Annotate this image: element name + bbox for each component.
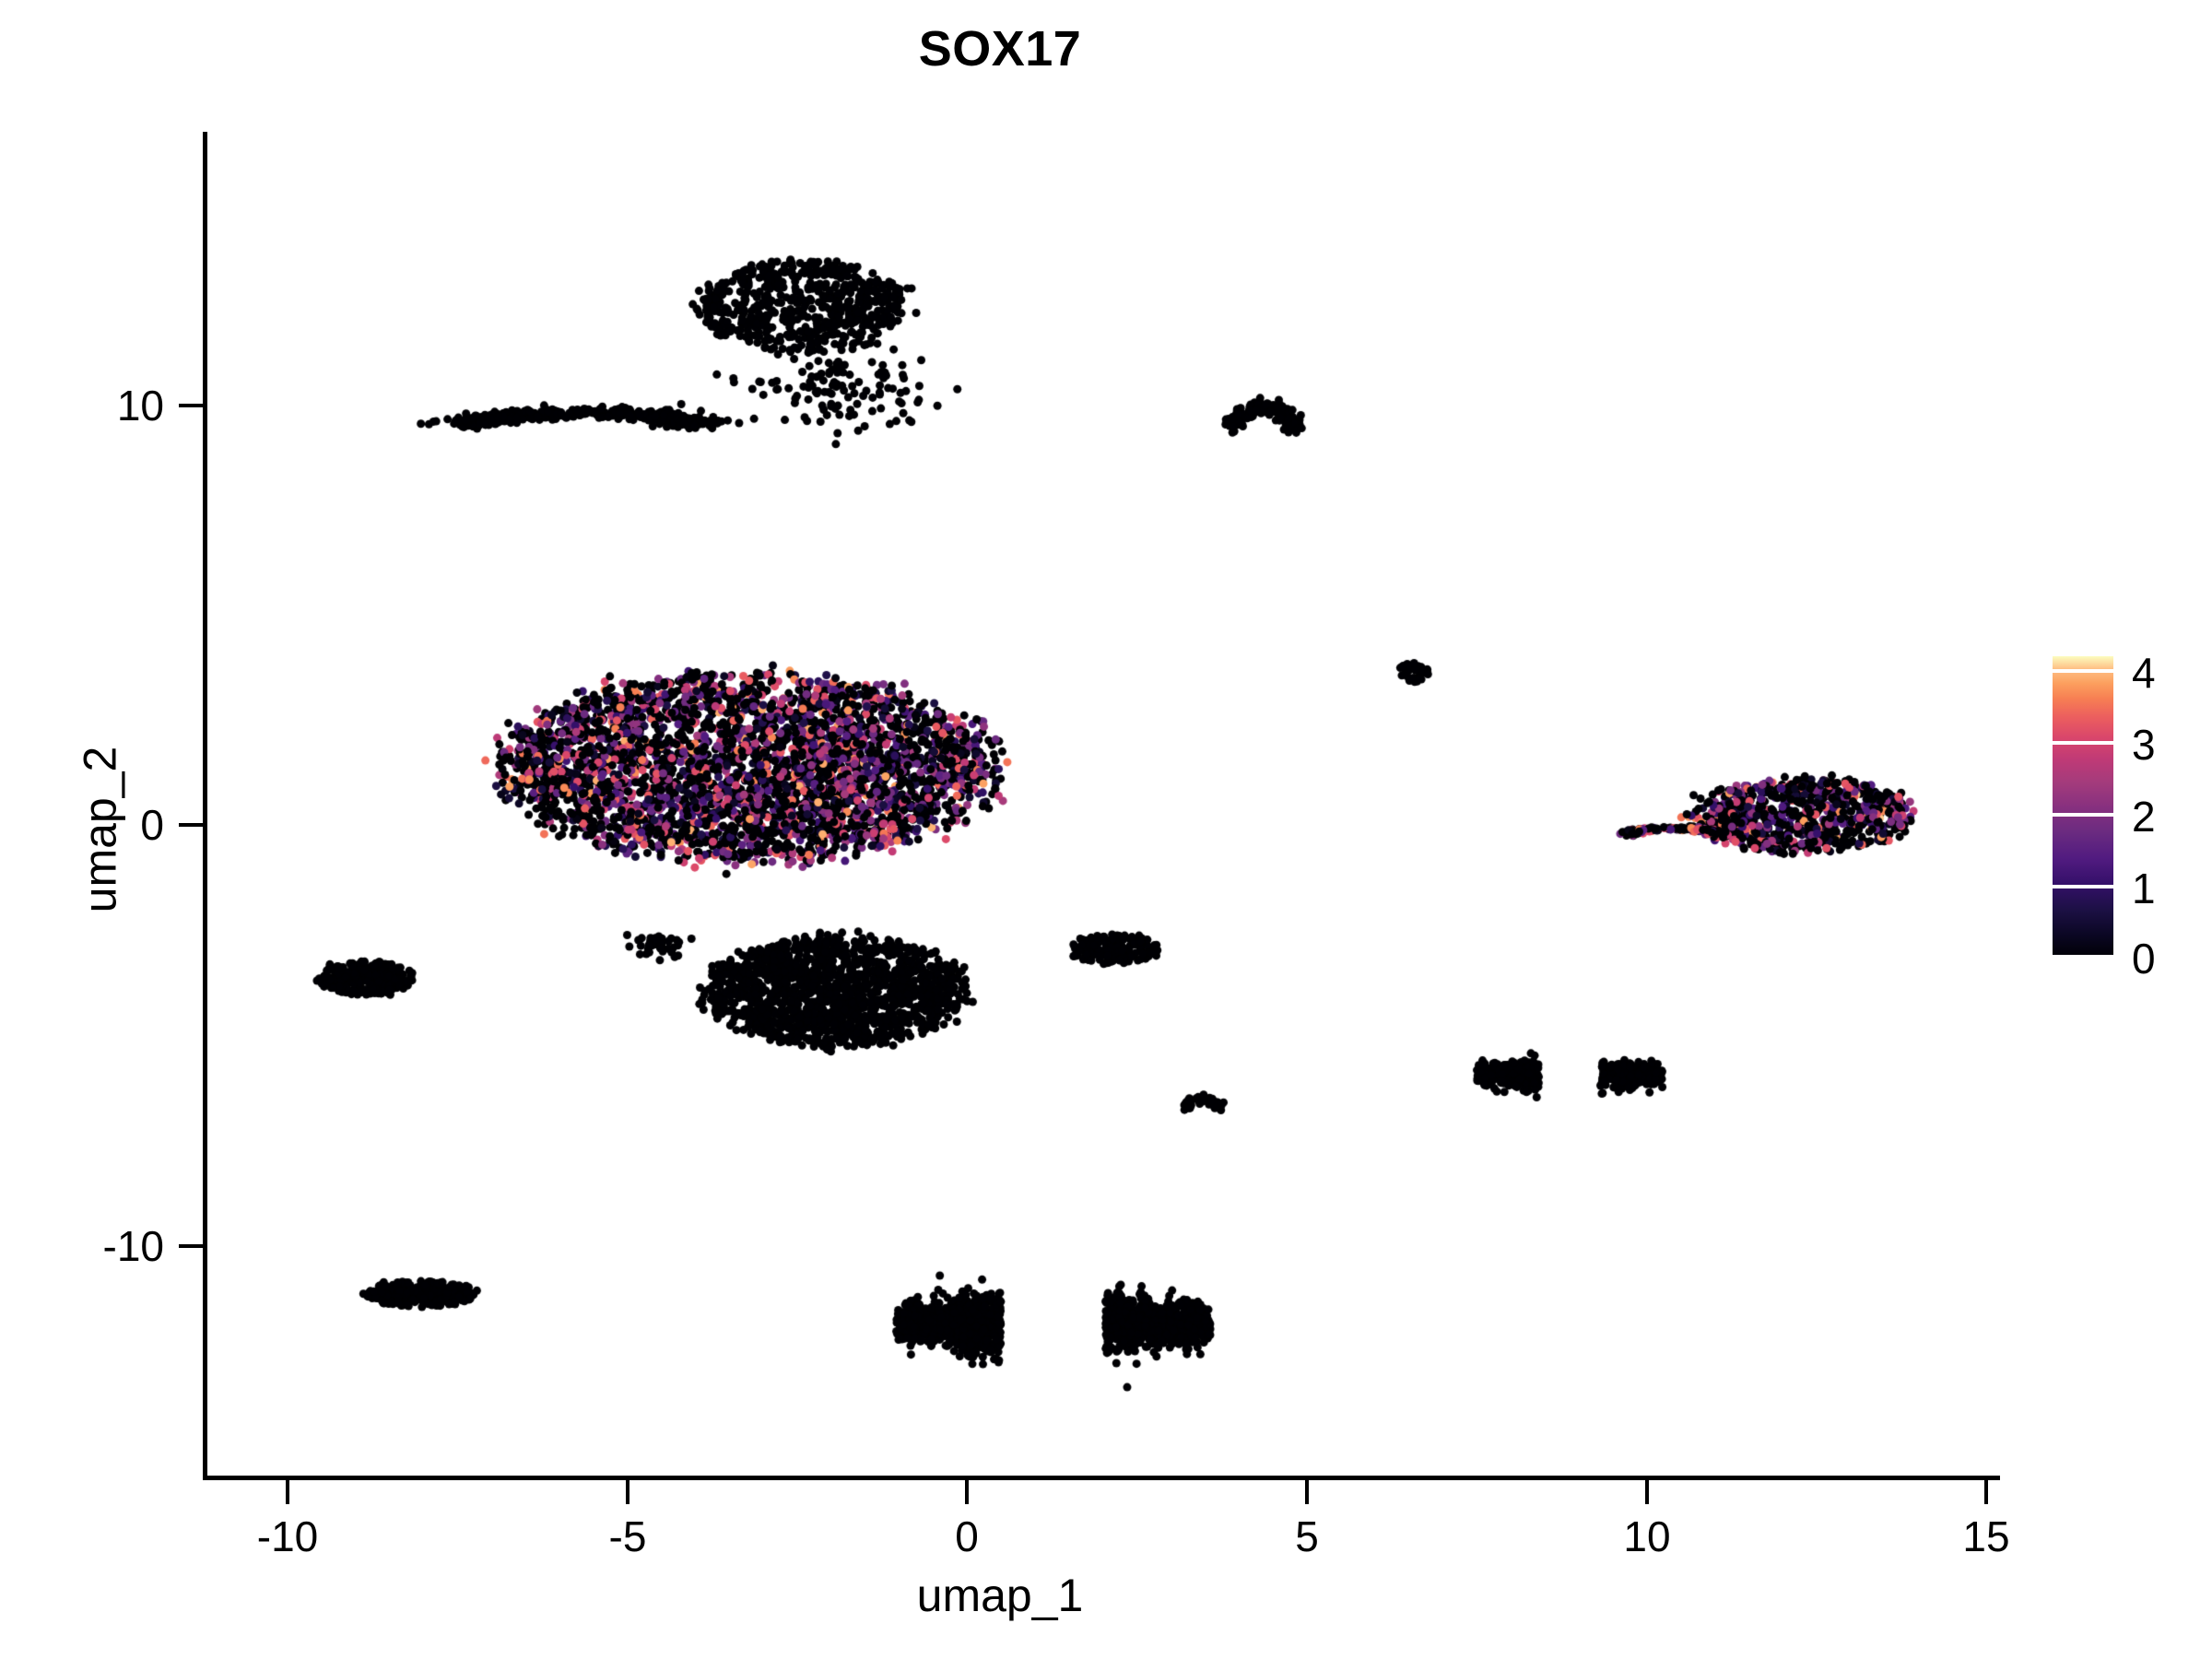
x-tick-mark xyxy=(965,1480,969,1504)
colorbar-tick-label: 4 xyxy=(2132,649,2156,697)
colorbar-legend: 4 3 2 1 0 xyxy=(2053,649,2191,982)
x-tick-mark xyxy=(1645,1480,1649,1504)
colorbar-tick-mark xyxy=(2053,813,2113,817)
x-tick-label: 15 xyxy=(1962,1512,2010,1560)
page-title: SOX17 xyxy=(918,21,1082,76)
colorbar-tick-mark xyxy=(2053,955,2113,959)
x-axis-label: umap_1 xyxy=(916,1570,1084,1621)
x-axis-line xyxy=(203,1476,2000,1480)
colorbar-tick-label: 3 xyxy=(2132,721,2156,769)
y-tick-mark xyxy=(179,1244,203,1248)
colorbar-tick-label: 2 xyxy=(2132,793,2156,841)
y-tick-label: 0 xyxy=(140,801,164,849)
colorbar-tick-label: 0 xyxy=(2132,935,2156,982)
x-tick-mark xyxy=(1984,1480,1988,1504)
y-tick-label: -10 xyxy=(102,1222,164,1270)
x-tick-mark xyxy=(286,1480,289,1504)
x-tick-label: 5 xyxy=(1295,1512,1319,1560)
x-tick-label: 10 xyxy=(1623,1512,1671,1560)
x-tick-label: -10 xyxy=(256,1512,319,1560)
x-tick-label: -5 xyxy=(608,1512,647,1560)
x-tick-label: 0 xyxy=(955,1512,979,1560)
y-tick-mark xyxy=(179,404,203,407)
colorbar-gradient xyxy=(2053,656,2113,959)
y-axis-line xyxy=(203,132,207,1480)
y-tick-label: 10 xyxy=(116,382,164,429)
colorbar-tick-label: 1 xyxy=(2132,865,2156,912)
colorbar-tick-mark xyxy=(2053,885,2113,888)
x-tick-mark xyxy=(1305,1480,1309,1504)
colorbar-tick-mark xyxy=(2053,741,2113,745)
y-axis-label: umap_2 xyxy=(74,746,126,913)
colorbar-tick-mark xyxy=(2053,669,2113,673)
y-tick-mark xyxy=(179,823,203,827)
x-tick-mark xyxy=(626,1480,629,1504)
